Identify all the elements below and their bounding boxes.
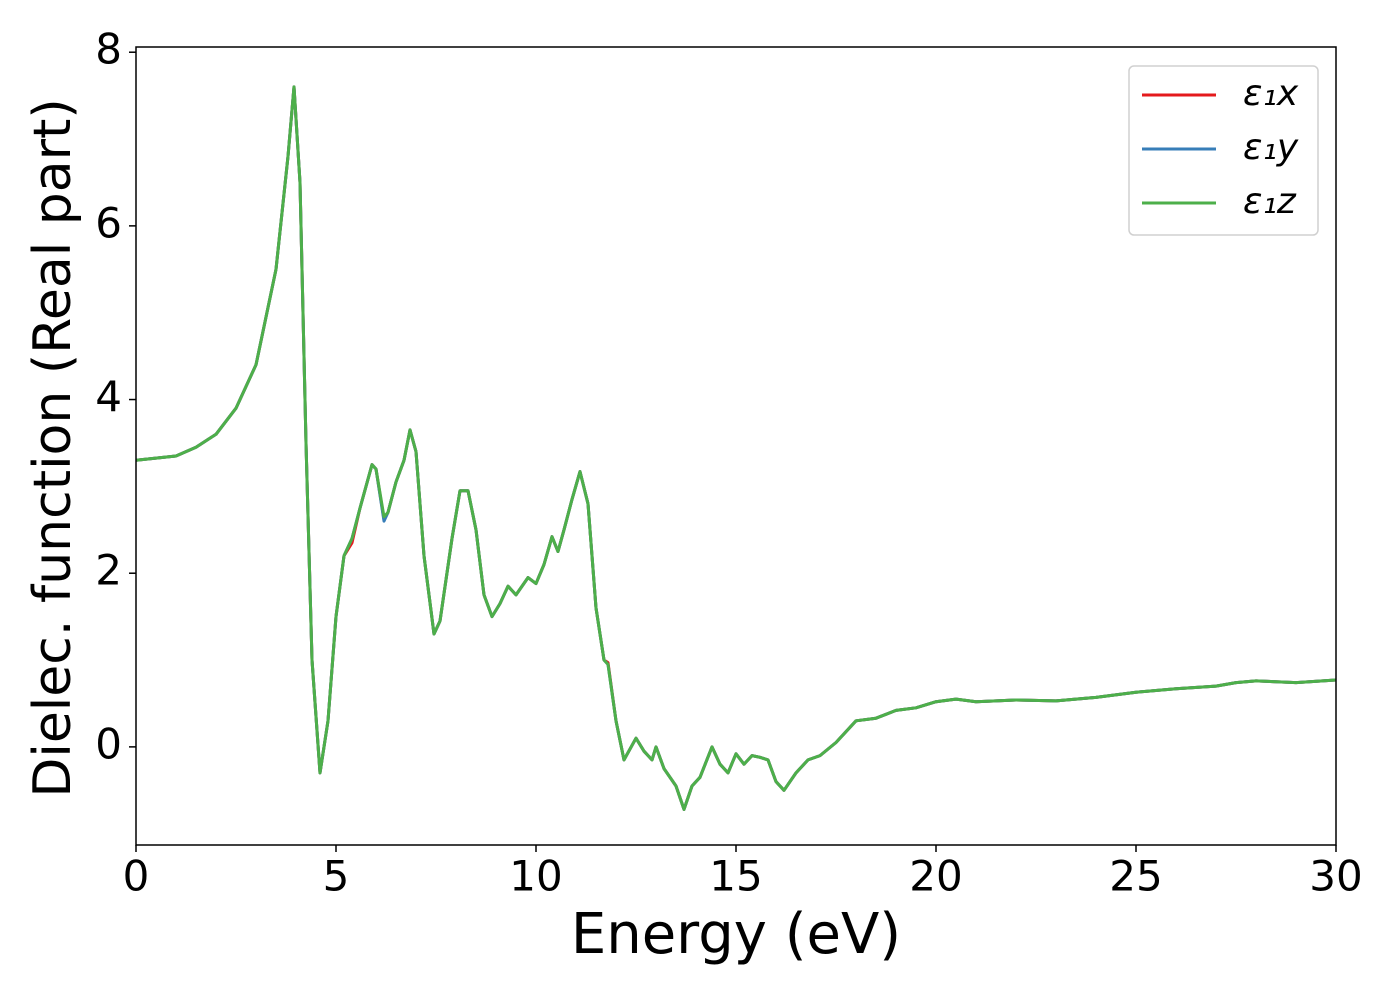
legend-box [1128, 65, 1319, 236]
x-tick-label: 5 [323, 852, 350, 901]
x-tick-label: 25 [1109, 852, 1162, 901]
x-axis-label: Energy (eV) [571, 902, 901, 967]
legend-label: ε₁z [1243, 181, 1297, 222]
x-tick-label: 0 [123, 852, 150, 901]
y-tick-label: 0 [95, 719, 122, 768]
x-tick-label: 15 [709, 852, 762, 901]
y-tick-label: 2 [95, 546, 122, 595]
legend-label: ε₁y [1243, 127, 1299, 168]
x-tick-label: 10 [509, 852, 562, 901]
x-tick-label: 20 [909, 852, 962, 901]
legend-label: ε₁x [1243, 73, 1299, 114]
y-tick-label: 6 [95, 198, 122, 247]
y-tick-label: 4 [95, 372, 122, 421]
y-axis-label: Dielec. function (Real part) [23, 98, 83, 797]
y-tick-label: 8 [95, 25, 122, 74]
plot-frame [135, 46, 1337, 846]
series-line [135, 85, 1337, 811]
x-tick-label: 30 [1309, 852, 1362, 901]
